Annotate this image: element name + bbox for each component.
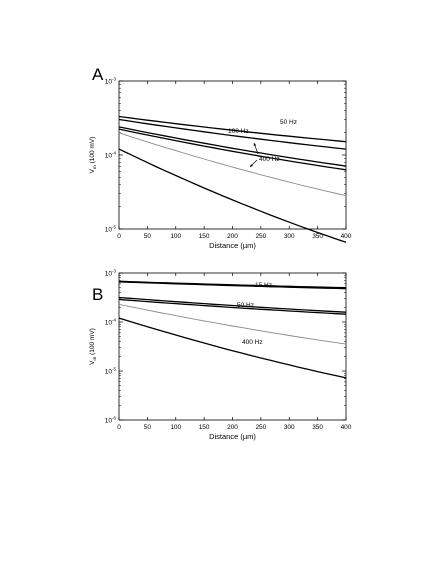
series-line-5: [118, 132, 347, 197]
series-line-2: [118, 118, 347, 150]
x-tick-label: 350: [312, 233, 323, 240]
panel-label: B: [92, 285, 103, 304]
plot-frame: [118, 80, 347, 230]
curve-annotation: 400 Hz: [259, 156, 280, 163]
x-tick-label: 0: [117, 233, 121, 240]
y-tick-label: 10-3: [105, 77, 117, 86]
annotation-arrowhead: [250, 164, 253, 167]
series-line-2: [118, 281, 347, 290]
x-tick-label: 50: [144, 233, 152, 240]
plot-frame: [118, 272, 347, 421]
x-tick-label: 300: [284, 424, 295, 431]
x-tick-label: 400: [341, 424, 352, 431]
y-tick-label: 10-6: [105, 416, 117, 425]
y-axis-label: Vm (100 mV): [89, 328, 97, 365]
curve-annotation: 100 Hz: [228, 128, 249, 135]
series-line-4: [118, 298, 347, 315]
series-line-6: [118, 317, 347, 379]
x-tick-label: 50: [144, 424, 152, 431]
y-tick-label: 10-4: [105, 151, 117, 160]
x-tick-label: 150: [199, 233, 210, 240]
series-line-5: [118, 303, 347, 345]
x-tick-label: 250: [255, 424, 266, 431]
series-line-4: [118, 128, 347, 171]
x-tick-label: 100: [170, 233, 181, 240]
x-tick-label: 100: [170, 424, 181, 431]
annotation-arrowhead: [253, 143, 257, 146]
curve-annotation: 400 Hz: [242, 339, 263, 346]
y-tick-label: 10-3: [105, 269, 117, 278]
series-line-3: [118, 126, 347, 167]
y-tick-label: 10-5: [105, 225, 117, 234]
curve-annotation: 50 Hz: [237, 302, 254, 309]
curve-annotation: 15 Hz: [255, 282, 272, 289]
x-tick-label: 200: [227, 233, 238, 240]
y-axis-label: Vm (100 mV): [89, 137, 97, 174]
curve-annotation: 50 Hz: [280, 119, 297, 126]
panel-label: A: [92, 65, 104, 84]
x-tick-label: 200: [227, 424, 238, 431]
series-line-1: [118, 115, 347, 143]
series-line-6: [118, 148, 347, 243]
x-tick-label: 150: [199, 424, 210, 431]
x-tick-label: 400: [341, 233, 352, 240]
x-tick-label: 350: [312, 424, 323, 431]
y-tick-label: 10-4: [105, 318, 117, 327]
x-tick-label: 300: [284, 233, 295, 240]
x-tick-label: 250: [255, 233, 266, 240]
chart-panel-a: A 0 50 100 150 200 250 300 350 400 10-5 10-4 10-3 Dis…: [89, 65, 352, 250]
x-axis-label: Distance (µm): [209, 432, 256, 441]
series-line-1: [118, 280, 347, 289]
x-tick-label: 0: [117, 424, 121, 431]
x-axis-label: Distance (µm): [209, 241, 256, 250]
chart-panel-b: B 0 50 100 150 200 250 300 350 400 10-6 10-5 10-4 10-…: [89, 269, 352, 442]
series-line-3: [118, 296, 347, 313]
y-tick-label: 10-5: [105, 367, 117, 376]
